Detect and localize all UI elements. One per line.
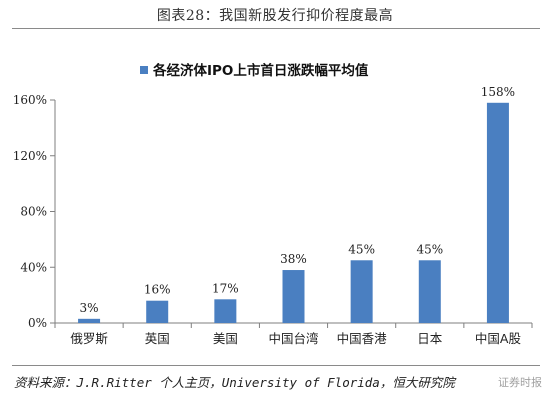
x-tick-label: 日本 (417, 331, 443, 346)
bar (282, 270, 305, 323)
watermark: 证券时报 (498, 376, 542, 389)
bar (350, 260, 373, 323)
data-label: 38% (280, 252, 307, 266)
bar (78, 318, 101, 323)
bar (418, 260, 441, 323)
x-tick-label: 俄罗斯 (70, 331, 108, 346)
bar (214, 299, 237, 323)
bar-chart: 各经济体IPO上市首日涨跌幅平均值 0% 40% 80% 120% 160% 3% 俄罗斯… (13, 62, 533, 346)
y-tick-label: 160% (13, 93, 47, 107)
y-tick-label: 0% (28, 316, 47, 330)
bars (78, 102, 509, 323)
y-tick-label: 120% (13, 149, 47, 163)
data-label: 158% (481, 85, 515, 99)
data-label: 45% (416, 242, 443, 256)
data-label: 3% (80, 301, 99, 315)
x-tick-label: 中国台湾 (268, 331, 318, 346)
y-tick-label: 80% (20, 205, 47, 219)
axes: 0% 40% 80% 120% 160% (13, 93, 533, 330)
data-label: 16% (144, 283, 171, 297)
x-tick-label: 中国香港 (337, 331, 388, 346)
bottom-rule (12, 365, 540, 366)
x-tick-label: 中国A股 (475, 331, 522, 346)
legend-label: 各经济体IPO上市首日涨跌幅平均值 (152, 62, 369, 79)
x-tick-label: 英国 (145, 331, 170, 346)
figure-title: 图表28：我国新股发行抑价程度最高 (156, 8, 394, 24)
bar (486, 102, 509, 323)
y-tick-label: 40% (20, 260, 47, 274)
x-tick-label: 美国 (213, 331, 238, 346)
labels: 3% 俄罗斯 16% 英国 17% 美国 38% 中国台湾 45% 中国香港 45% 日本 158% 中国… (70, 85, 521, 346)
data-label: 17% (212, 281, 239, 295)
legend: 各经济体IPO上市首日涨跌幅平均值 (140, 62, 369, 79)
top-rule (12, 28, 540, 29)
legend-swatch (140, 66, 148, 74)
bar (146, 300, 169, 323)
data-label: 45% (348, 242, 375, 256)
source-note: 资料来源：J.R.Ritter 个人主页，University of Flori… (14, 375, 455, 390)
